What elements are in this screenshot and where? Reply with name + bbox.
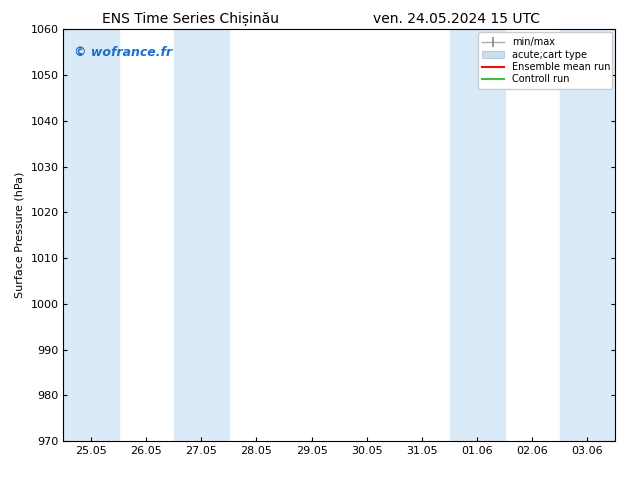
Text: © wofrance.fr: © wofrance.fr: [74, 46, 172, 59]
Bar: [63, 29, 119, 441]
Y-axis label: Surface Pressure (hPa): Surface Pressure (hPa): [15, 172, 25, 298]
Bar: [450, 29, 505, 441]
Bar: [174, 29, 229, 441]
Text: ENS Time Series Chișinău: ENS Time Series Chișinău: [101, 12, 279, 26]
Legend: min/max, acute;cart type, Ensemble mean run, Controll run: min/max, acute;cart type, Ensemble mean …: [477, 32, 612, 89]
Text: ven. 24.05.2024 15 UTC: ven. 24.05.2024 15 UTC: [373, 12, 540, 26]
Bar: [560, 29, 615, 441]
